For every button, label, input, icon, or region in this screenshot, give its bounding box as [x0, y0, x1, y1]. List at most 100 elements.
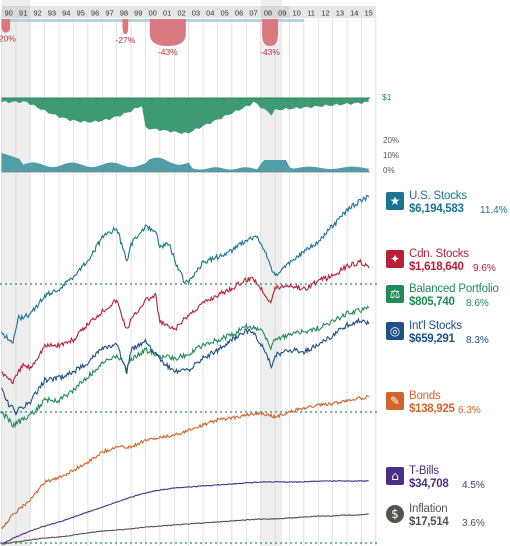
year-cell — [87, 6, 103, 18]
series-line-balanced-portfolio — [1, 305, 370, 429]
legend-series-rate: 3.6% — [462, 518, 485, 529]
dollar-label: $1 — [382, 92, 392, 102]
globe-icon: ◎ — [386, 322, 404, 340]
year-label: 00 — [149, 9, 157, 18]
legend-series-name: T-Bills — [409, 465, 439, 477]
certificate-icon: ✎ — [386, 392, 404, 410]
series-line-u-s-stocks — [0, 195, 370, 344]
year-label: 12 — [321, 9, 329, 18]
drawdown-label: -20% — [0, 34, 16, 44]
year-label: 94 — [62, 9, 70, 18]
legend-series-rate: 4.5% — [462, 480, 485, 491]
year-cell — [231, 6, 247, 18]
volatility-axis-label: 10% — [383, 151, 399, 160]
legend-series-rate: 11.4% — [480, 205, 508, 216]
year-cell — [332, 6, 348, 18]
year-cell — [15, 6, 31, 18]
year-cell — [203, 6, 218, 18]
year-label: 90 — [5, 9, 13, 18]
volatility-axis-label: 0% — [383, 166, 395, 175]
drawdown-marker — [149, 19, 186, 46]
dollar-icon: $ — [386, 505, 404, 523]
volatility-area — [1, 152, 369, 172]
year-label: 93 — [48, 9, 56, 18]
year-cell — [59, 6, 74, 18]
legend-series-name: Balanced Portfolio — [409, 283, 499, 295]
year-label: 97 — [105, 9, 113, 18]
year-cell — [289, 6, 304, 18]
year-cell — [131, 6, 146, 18]
legend-series-value: $6,194,583 — [409, 203, 464, 215]
year-cell — [347, 6, 362, 18]
year-label: 08 — [264, 9, 272, 18]
year-cell — [246, 6, 261, 18]
legend-series-value: $659,291 — [409, 333, 455, 345]
year-label: 03 — [192, 9, 200, 18]
year-label: 05 — [221, 9, 229, 18]
legend-series-rate: 8.3% — [466, 335, 489, 346]
year-cell — [217, 6, 232, 18]
year-cell — [116, 6, 132, 18]
legend-series-name: Inflation — [409, 503, 448, 515]
dollar-area — [1, 98, 369, 134]
legend-series-name: U.S. Stocks — [409, 190, 467, 202]
year-label: 11 — [307, 9, 315, 18]
legend-series-value: $1,618,640 — [409, 261, 464, 273]
year-label: 02 — [177, 9, 185, 18]
year-label: 15 — [365, 9, 373, 18]
series-line-bonds — [1, 395, 370, 530]
drawdown-marker — [122, 19, 129, 34]
year-label: 92 — [33, 9, 41, 18]
year-label: 13 — [336, 9, 344, 18]
year-cell — [1, 6, 16, 18]
series-line-cdn-stocks — [1, 258, 370, 385]
legend-series-name: Int'l Stocks — [409, 320, 462, 332]
legend-series-name: Bonds — [409, 390, 441, 402]
legend-series-rate: 9.6% — [473, 263, 496, 274]
year-cell — [361, 6, 376, 18]
series-line-inflation — [1, 513, 369, 545]
series-line-int-l-stocks — [0, 316, 370, 416]
legend-series-rate: 8.6% — [466, 298, 489, 309]
year-label: 07 — [249, 9, 257, 18]
year-cell — [159, 6, 175, 18]
year-label: 04 — [206, 9, 214, 18]
drawdown-label: -43% — [158, 47, 178, 57]
year-cell — [188, 6, 204, 18]
legend-series-rate: 6.3% — [458, 405, 481, 416]
year-label: 14 — [350, 9, 358, 18]
year-label: 96 — [91, 9, 99, 18]
legend-series-value: $138,925 — [409, 403, 455, 415]
volatility-axis-label: 20% — [383, 136, 399, 145]
year-cell — [174, 6, 189, 18]
drawdown-marker — [1, 19, 11, 33]
year-label: 06 — [235, 9, 243, 18]
year-label: 10 — [293, 9, 301, 18]
year-cell — [260, 6, 276, 18]
year-cell — [303, 6, 319, 18]
drawdown-label: -43% — [260, 47, 280, 57]
legend-series-value: $17,514 — [409, 516, 449, 528]
star-icon: ★ — [386, 192, 404, 210]
year-label: 95 — [77, 9, 85, 18]
year-cell — [102, 6, 117, 18]
year-label: 99 — [134, 9, 142, 18]
year-cell — [44, 6, 60, 18]
year-cell — [318, 6, 333, 18]
maple-leaf-icon: ✦ — [386, 250, 404, 268]
year-cell — [30, 6, 45, 18]
legend-series-value: $34,708 — [409, 478, 449, 490]
year-label: 09 — [278, 9, 286, 18]
year-label: 98 — [120, 9, 128, 18]
recession-band — [260, 0, 283, 546]
drawdown-label: -27% — [115, 35, 135, 45]
year-cell — [275, 6, 290, 18]
legend-series-value: $805,740 — [409, 296, 455, 308]
bank-icon: ⌂ — [386, 467, 404, 485]
year-cell — [73, 6, 88, 18]
series-line-t-bills — [1, 479, 369, 545]
legend-series-name: Cdn. Stocks — [409, 248, 469, 260]
year-cell — [145, 6, 160, 18]
balanced-icon: ⚖ — [386, 285, 404, 303]
